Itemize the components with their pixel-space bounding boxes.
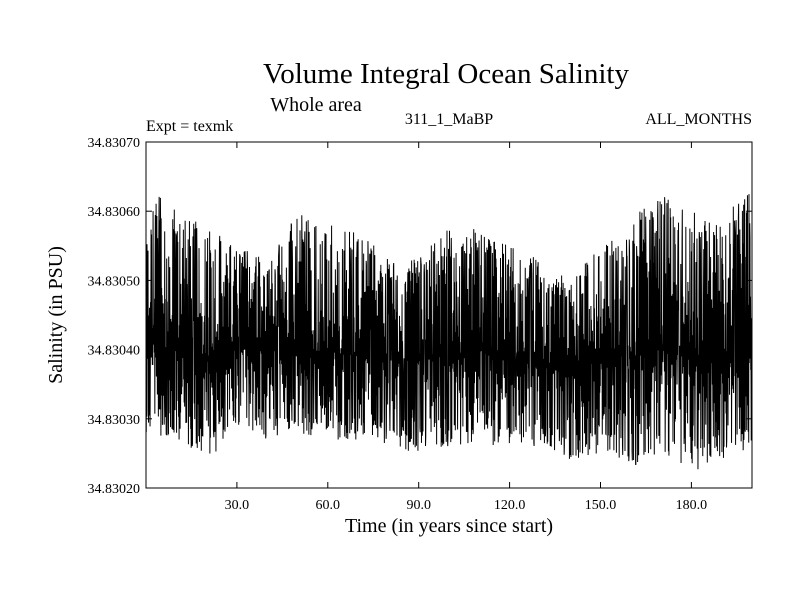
x-tick-label: 150.0 [585,498,617,513]
x-tick-label: 180.0 [676,498,708,513]
y-tick-label: 34.83070 [88,136,141,151]
x-tick-label: 90.0 [406,498,431,513]
series-line [145,194,753,470]
x-tick-label: 120.0 [494,498,526,513]
x-axis-ticks: 30.0 60.0 90.0 120.0 150.0 180.0 [225,142,708,513]
y-tick-label: 34.83030 [88,413,141,428]
x-tick-label: 60.0 [316,498,341,513]
y-tick-label: 34.83040 [88,344,141,359]
x-tick-label: 30.0 [225,498,250,513]
y-tick-label: 34.83060 [88,205,141,220]
series-salinity [145,194,753,470]
y-axis-ticks: 34.83020 34.83030 34.83040 34.83050 34.83060… [88,136,752,497]
x-axis-label: Time (in years since start) [345,515,553,537]
plot-frame [145,141,753,489]
chart-subtitle: Whole area [270,94,362,116]
experiment-label: Expt = texmk [146,118,233,135]
y-tick-label: 34.83050 [88,274,141,289]
chart-title: Volume Integral Ocean Salinity [263,58,629,90]
y-axis-label: Salinity (in PSU) [45,246,67,384]
y-tick-label: 34.83020 [88,482,141,497]
months-label: ALL_MONTHS [645,111,752,128]
run-id-label: 311_1_MaBP [405,111,493,128]
